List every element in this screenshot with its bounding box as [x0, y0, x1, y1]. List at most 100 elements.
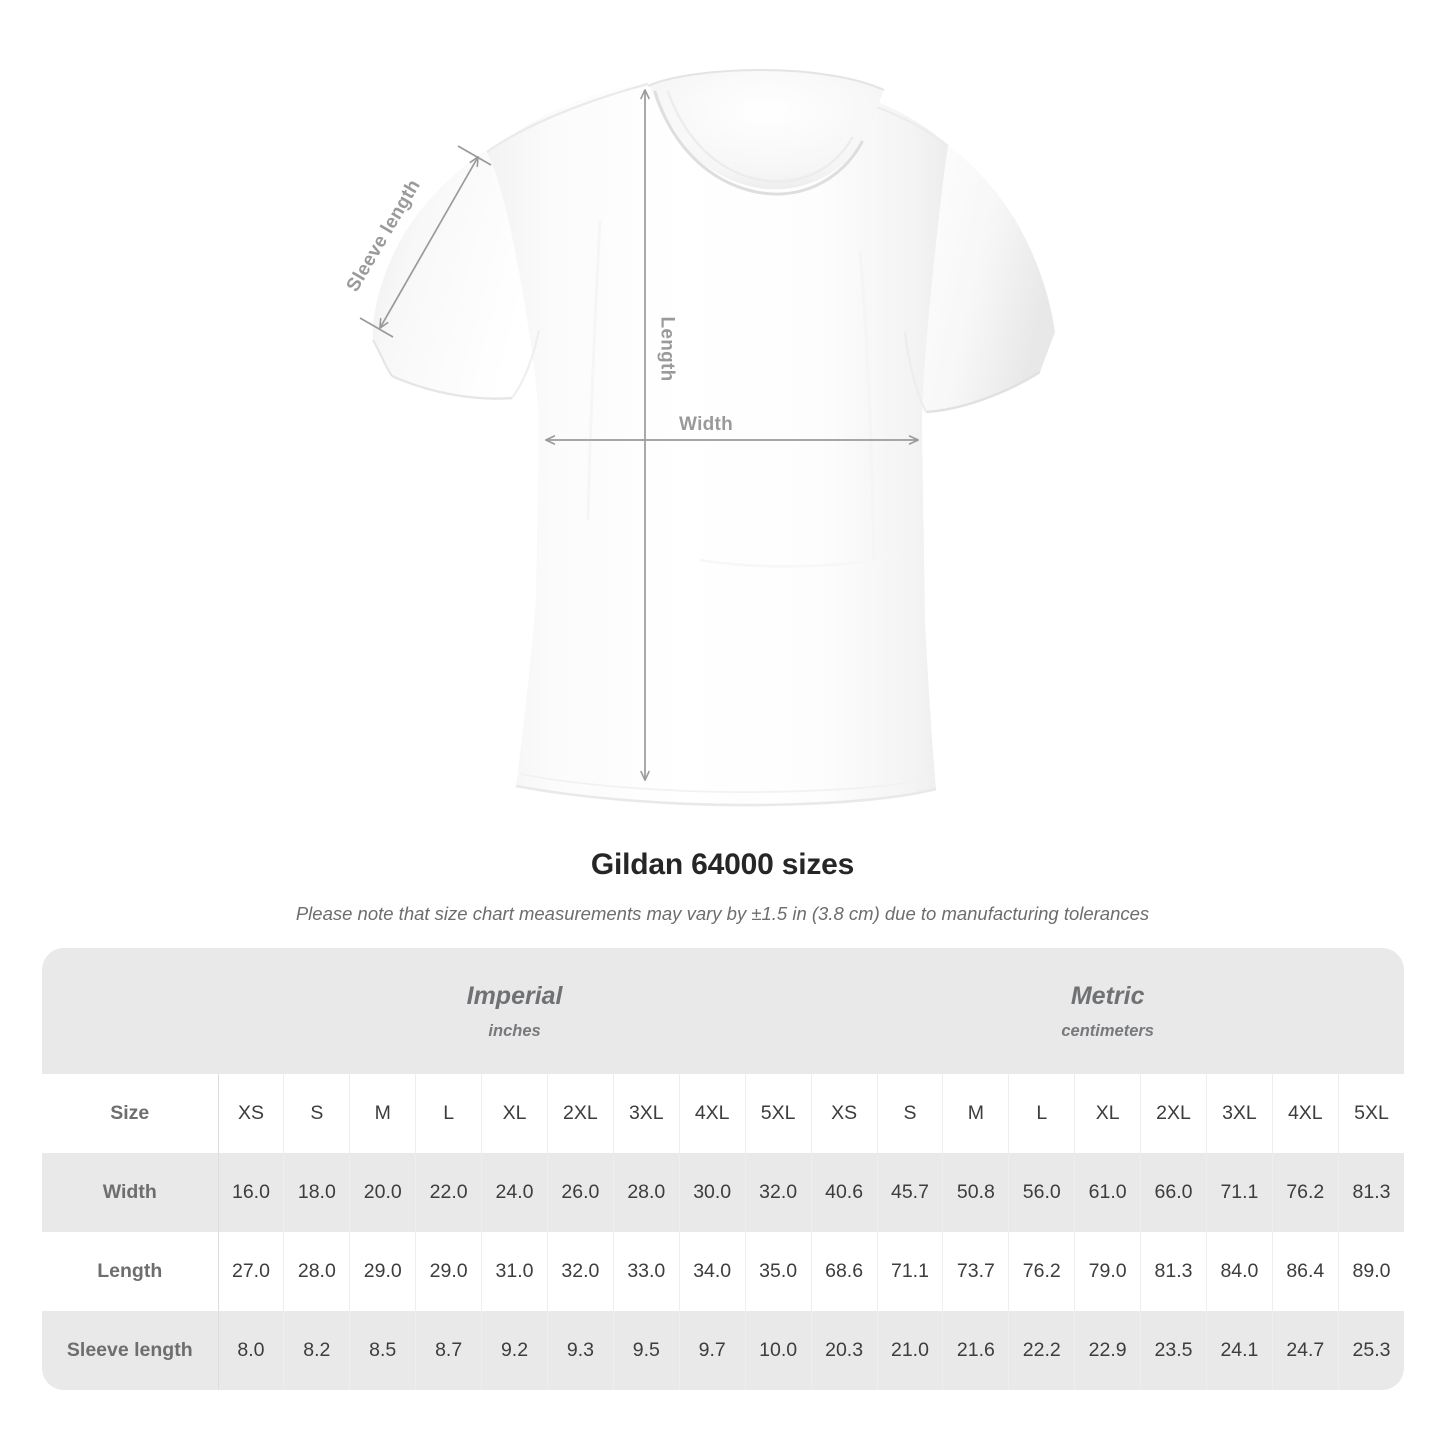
cell-width-metric-xl: 61.0	[1074, 1153, 1142, 1232]
cell-length-imperial-m: 29.0	[349, 1232, 417, 1311]
size-cell-imperial-xs: XS	[218, 1074, 285, 1153]
cell-length-metric-m: 73.7	[942, 1232, 1010, 1311]
cell-sleeve-imperial-xl: 9.2	[481, 1311, 548, 1390]
size-cell-metric-3xl: 3XL	[1206, 1074, 1273, 1153]
size-cell-metric-2xl: 2XL	[1140, 1074, 1207, 1153]
size-cell-imperial-3xl: 3XL	[613, 1074, 680, 1153]
right-armpit-seam	[903, 331, 927, 413]
cell-width-metric-xs: 40.6	[810, 1153, 878, 1232]
sleeve-tick-top	[457, 145, 492, 166]
metric-unit: centimeters	[1061, 1021, 1154, 1040]
imperial-unit: inches	[488, 1021, 541, 1040]
cell-width-imperial-l: 22.0	[415, 1153, 483, 1232]
cell-width-metric-2xl: 66.0	[1140, 1153, 1207, 1232]
collar-back	[650, 70, 884, 190]
imperial-unit-header: Imperial inches	[218, 948, 812, 1074]
size-cell-metric-4xl: 4XL	[1272, 1074, 1339, 1153]
size-chart-table-container: Imperial inches Metric centimeters Size …	[42, 948, 1404, 1390]
cell-length-imperial-2xl: 32.0	[547, 1232, 614, 1311]
cell-width-metric-m: 50.8	[942, 1153, 1010, 1232]
size-cell-metric-l: L	[1008, 1074, 1076, 1153]
left-sleeve-hem-edge	[372, 339, 393, 377]
cell-sleeve-metric-5xl: 25.3	[1338, 1311, 1404, 1390]
metric-label: Metric	[1070, 981, 1145, 1010]
right-sleeve	[905, 140, 1055, 412]
left-shoulder-seam	[486, 82, 649, 153]
cell-length-imperial-xs: 27.0	[218, 1232, 285, 1311]
neckline-inner	[653, 90, 864, 196]
cell-sleeve-metric-m: 21.6	[942, 1311, 1010, 1390]
cell-length-metric-xl: 79.0	[1074, 1232, 1142, 1311]
cell-length-metric-3xl: 84.0	[1206, 1232, 1273, 1311]
right-sleeve-hem	[925, 370, 1041, 414]
cell-sleeve-metric-xs: 20.3	[810, 1311, 878, 1390]
size-cell-imperial-2xl: 2XL	[547, 1074, 614, 1153]
fabric-fold-left	[586, 219, 602, 521]
cell-sleeve-imperial-2xl: 9.3	[547, 1311, 614, 1390]
cell-length-metric-s: 71.1	[877, 1232, 944, 1311]
tshirt-shape	[372, 68, 1055, 807]
cell-width-metric-s: 45.7	[877, 1153, 944, 1232]
cell-width-imperial-4xl: 30.0	[679, 1153, 746, 1232]
left-armpit-seam	[511, 329, 541, 399]
table-row: Width 16.0 18.0 20.0 22.0 24.0 26.0 28.0…	[42, 1153, 1404, 1232]
tshirt-body	[487, 80, 948, 806]
size-chart-table: Imperial inches Metric centimeters Size …	[42, 948, 1404, 1390]
row-header-sleeve-length: Sleeve length	[42, 1311, 219, 1390]
cell-sleeve-metric-xl: 22.9	[1074, 1311, 1142, 1390]
cell-length-metric-5xl: 89.0	[1338, 1232, 1404, 1311]
cell-width-metric-5xl: 81.3	[1338, 1153, 1404, 1232]
size-cell-imperial-s: S	[283, 1074, 351, 1153]
cell-length-metric-l: 76.2	[1008, 1232, 1076, 1311]
table-row: Sleeve length 8.0 8.2 8.5 8.7 9.2 9.3 9.…	[42, 1311, 1404, 1390]
neckline-rib	[666, 90, 854, 183]
tolerance-note: Please note that size chart measurements…	[295, 903, 1150, 924]
row-header-size: Size	[42, 1074, 219, 1153]
cell-sleeve-imperial-s: 8.2	[283, 1311, 351, 1390]
metric-unit-header: Metric centimeters	[811, 948, 1404, 1074]
cell-sleeve-metric-s: 21.0	[877, 1311, 944, 1390]
tshirt-illustration	[359, 68, 1055, 807]
cell-length-metric-2xl: 81.3	[1140, 1232, 1207, 1311]
size-cell-metric-s: S	[877, 1074, 944, 1153]
cell-sleeve-imperial-l: 8.7	[415, 1311, 483, 1390]
cell-width-imperial-5xl: 32.0	[745, 1153, 812, 1232]
cell-width-imperial-xs: 16.0	[218, 1153, 285, 1232]
cell-length-imperial-5xl: 35.0	[745, 1232, 812, 1311]
body-hem-stitch	[519, 773, 935, 794]
cell-length-imperial-3xl: 33.0	[613, 1232, 680, 1311]
cell-sleeve-imperial-5xl: 10.0	[745, 1311, 812, 1390]
cell-length-metric-4xl: 86.4	[1272, 1232, 1339, 1311]
cell-width-metric-3xl: 71.1	[1206, 1153, 1273, 1232]
cell-width-imperial-s: 18.0	[283, 1153, 351, 1232]
cell-width-imperial-2xl: 26.0	[547, 1153, 614, 1232]
unit-system-header-row: Imperial inches Metric centimeters	[42, 948, 1404, 1074]
cell-sleeve-imperial-3xl: 9.5	[613, 1311, 680, 1390]
size-cell-metric-5xl: 5XL	[1338, 1074, 1404, 1153]
size-cell-metric-xl: XL	[1074, 1074, 1142, 1153]
size-cell-imperial-xl: XL	[481, 1074, 548, 1153]
chart-heading-block: Gildan 64000 sizes Please note that size…	[0, 846, 1445, 926]
size-cell-metric-xs: XS	[810, 1074, 878, 1153]
unit-header-spacer	[42, 948, 218, 1074]
row-header-width: Width	[42, 1153, 219, 1232]
tshirt-diagram: Sleeve length Length Width	[343, 68, 1055, 807]
cell-width-metric-4xl: 76.2	[1272, 1153, 1339, 1232]
size-cell-imperial-m: M	[349, 1074, 417, 1153]
size-cell-imperial-l: L	[415, 1074, 483, 1153]
fabric-fold-lower	[699, 554, 901, 568]
cell-sleeve-metric-3xl: 24.1	[1206, 1311, 1273, 1390]
page-title: Gildan 64000 sizes	[590, 848, 855, 881]
cell-length-imperial-4xl: 34.0	[679, 1232, 746, 1311]
cell-sleeve-imperial-xs: 8.0	[218, 1311, 285, 1390]
sleeve-dimension-arrow	[379, 156, 479, 329]
cell-length-metric-xs: 68.6	[810, 1232, 878, 1311]
imperial-label: Imperial	[466, 981, 563, 1010]
cell-width-imperial-3xl: 28.0	[613, 1153, 680, 1232]
sleeve-tick-bottom	[359, 317, 394, 338]
table-row: Length 27.0 28.0 29.0 29.0 31.0 32.0 33.…	[42, 1232, 1404, 1311]
collar-top-edge	[647, 68, 885, 91]
cell-sleeve-imperial-4xl: 9.7	[679, 1311, 746, 1390]
length-label: Length	[656, 316, 678, 382]
width-label: Width	[679, 414, 734, 435]
